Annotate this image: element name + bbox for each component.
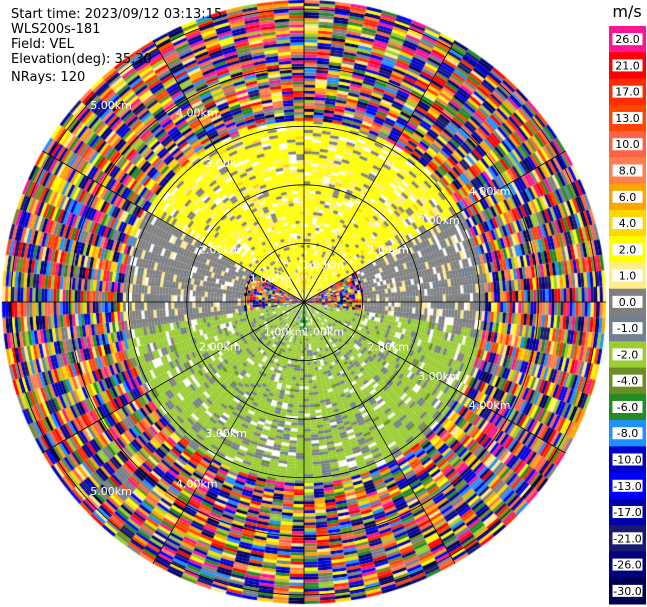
colorbar-tick-label: -30.0 — [613, 585, 641, 598]
colorbar-label-bg — [612, 374, 643, 387]
azimuth-spokes — [2, 0, 606, 604]
colorbar-label-bg — [612, 243, 643, 256]
colorbar-tick-label: 6.0 — [619, 191, 637, 204]
colorbar-tick-label: 4.0 — [619, 217, 637, 230]
colorbar-label-bg — [612, 479, 643, 492]
colorbar-tick-label: -2.0 — [617, 348, 638, 361]
range-ring-label: 3.00km — [418, 214, 460, 227]
range-ring-label: 4.00km — [469, 399, 511, 412]
colorbar-label-bg — [612, 322, 643, 335]
azimuth-spoke — [303, 40, 456, 303]
range-ring-label: 2.00km — [367, 243, 409, 256]
range-ring-label: 1.00km — [264, 325, 306, 338]
colorbar-label-bg — [612, 400, 643, 413]
colorbar-tick-label: 0.0 — [619, 296, 637, 309]
colorbar-tick-label: 26.0 — [615, 33, 640, 46]
colorbar-tick-label: -6.0 — [617, 401, 638, 414]
colorbar-label-bg — [612, 164, 643, 177]
colorbar-label-bg — [612, 506, 643, 519]
colorbar-tick-label: -1.0 — [617, 322, 638, 335]
instrument-text: WLS200s-181 — [11, 22, 101, 37]
colorbar-tick-label: 2.0 — [619, 243, 637, 256]
azimuth-spoke — [303, 301, 456, 564]
nrays-text: NRays: 120 — [11, 70, 86, 85]
colorbar-cells: 26.0 21.0 17.0 13.0 10.0 8.0 6.0 4.0 2.0 1.0 0.0 -1… — [609, 26, 646, 605]
colorbar-label-bg — [612, 111, 643, 124]
start-time-text: Start time: 2023/09/12 03:13:15 — [11, 7, 223, 22]
colorbar-label-bg — [612, 59, 643, 72]
colorbar-title: m/s — [612, 2, 641, 21]
colorbar-label-bg — [612, 190, 643, 203]
range-ring-label: 3.00km — [205, 427, 247, 440]
colorbar-tick-label: 1.0 — [619, 270, 637, 283]
colorbar-tick-label: -10.0 — [613, 454, 641, 467]
range-ring-label: 2.00km — [367, 341, 409, 354]
colorbar-label-bg — [612, 33, 643, 46]
elevation-text: Elevation(deg): 35.30 — [11, 52, 152, 67]
colorbar-tick-label: 8.0 — [619, 165, 637, 178]
range-ring-label: 3.00km — [205, 157, 247, 170]
colorbar-label-bg — [612, 558, 643, 571]
colorbar-label-bg — [612, 295, 643, 308]
field-text: Field: VEL — [11, 37, 74, 52]
colorbar-tick-label: -21.0 — [613, 532, 641, 545]
colorbar-label-bg — [612, 348, 643, 361]
range-ring-label: 1.00km — [303, 325, 345, 338]
colorbar-tick-label: -4.0 — [617, 375, 638, 388]
range-ring-label: 1.00km — [303, 259, 345, 272]
colorbar-label-bg — [612, 138, 643, 151]
colorbar-tick-label: -26.0 — [613, 559, 641, 572]
range-ring-label: 4.00km — [176, 106, 218, 119]
colorbar-label-bg — [612, 584, 643, 597]
colorbar-label-bg — [612, 85, 643, 98]
range-ring-label: 5.00km — [90, 99, 132, 112]
range-ring-label: 4.00km — [469, 185, 511, 198]
colorbar-tick-label: 21.0 — [615, 59, 640, 72]
colorbar-tick-label: -13.0 — [613, 480, 641, 493]
colorbar-tick-label: 17.0 — [615, 86, 640, 99]
azimuth-spoke — [303, 301, 566, 454]
azimuth-spoke — [152, 40, 305, 303]
colorbar-tick-label: 13.0 — [615, 112, 640, 125]
colorbar-tick-label: -17.0 — [613, 506, 641, 519]
azimuth-spoke — [42, 150, 305, 303]
colorbar-label-bg — [612, 217, 643, 230]
colorbar-label-bg — [612, 453, 643, 466]
range-ring-label: 4.00km — [176, 478, 218, 491]
azimuth-spoke — [42, 301, 305, 454]
range-ring-label: 2.00km — [199, 243, 241, 256]
azimuth-spoke — [152, 301, 305, 564]
range-ring-label: 3.00km — [418, 370, 460, 383]
colorbar-label-bg — [612, 532, 643, 545]
range-ring-label: 1.00km — [250, 273, 292, 286]
range-ring-label: 2.00km — [199, 341, 241, 354]
colorbar-label-bg — [612, 269, 643, 282]
colorbar-label-bg — [612, 427, 643, 440]
azimuth-spoke — [303, 150, 566, 303]
range-ring-label: 5.00km — [90, 485, 132, 498]
colorbar-tick-label: -8.0 — [617, 427, 638, 440]
colorbar-tick-label: 10.0 — [615, 138, 640, 151]
